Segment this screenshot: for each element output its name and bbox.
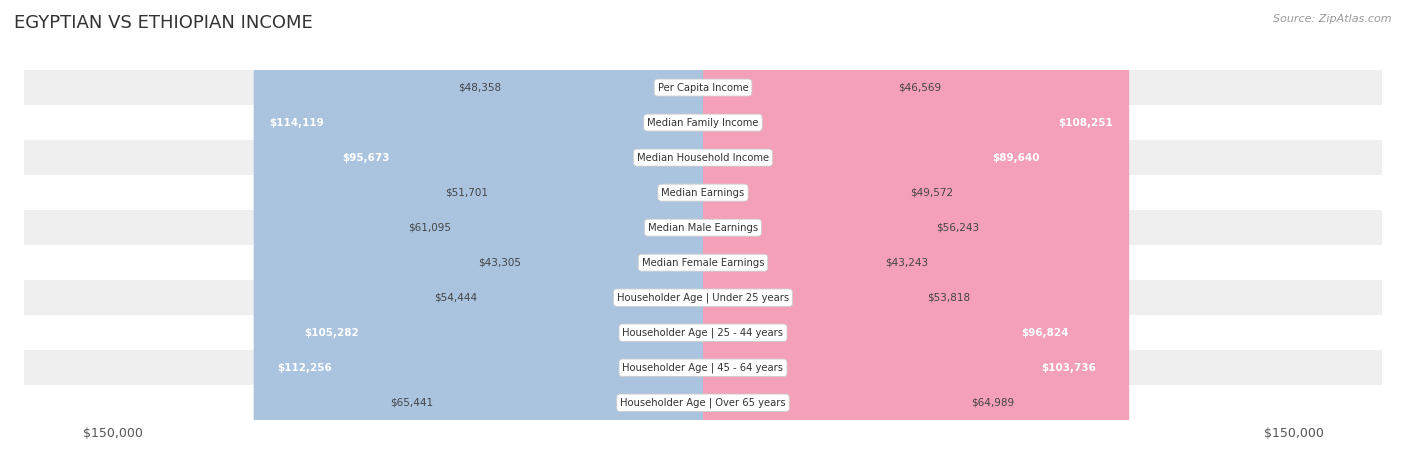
FancyBboxPatch shape	[703, 0, 925, 467]
Text: $51,701: $51,701	[444, 188, 488, 198]
Text: Householder Age | Over 65 years: Householder Age | Over 65 years	[620, 397, 786, 408]
Bar	[24, 350, 1382, 385]
FancyBboxPatch shape	[703, 0, 886, 449]
Text: Median Earnings: Median Earnings	[661, 188, 745, 198]
Text: $53,818: $53,818	[927, 293, 970, 303]
FancyBboxPatch shape	[703, 0, 898, 467]
Bar	[24, 210, 1382, 245]
Text: $64,989: $64,989	[970, 398, 1014, 408]
FancyBboxPatch shape	[513, 0, 703, 449]
FancyBboxPatch shape	[288, 0, 703, 467]
FancyBboxPatch shape	[703, 0, 1084, 467]
Bar	[24, 280, 1382, 315]
Bar	[24, 245, 1382, 280]
Text: $95,673: $95,673	[342, 153, 389, 163]
FancyBboxPatch shape	[533, 0, 703, 467]
Text: Householder Age | 45 - 64 years: Householder Age | 45 - 64 years	[623, 362, 783, 373]
Text: $61,095: $61,095	[408, 223, 451, 233]
FancyBboxPatch shape	[253, 0, 703, 467]
Bar	[24, 70, 1382, 105]
FancyBboxPatch shape	[499, 0, 703, 467]
Text: $46,569: $46,569	[898, 83, 941, 92]
Text: $112,256: $112,256	[277, 363, 332, 373]
Text: Householder Age | Under 25 years: Householder Age | Under 25 years	[617, 292, 789, 303]
Text: Householder Age | 25 - 44 years: Householder Age | 25 - 44 years	[623, 327, 783, 338]
FancyBboxPatch shape	[703, 0, 1129, 467]
Text: Source: ZipAtlas.com: Source: ZipAtlas.com	[1274, 14, 1392, 24]
Text: $48,358: $48,358	[458, 83, 501, 92]
Text: $56,243: $56,243	[936, 223, 980, 233]
Text: $54,444: $54,444	[433, 293, 477, 303]
FancyBboxPatch shape	[326, 0, 703, 467]
Text: $108,251: $108,251	[1059, 118, 1114, 127]
Text: $114,119: $114,119	[270, 118, 325, 127]
Text: Median Household Income: Median Household Income	[637, 153, 769, 163]
FancyBboxPatch shape	[703, 0, 915, 467]
Text: $105,282: $105,282	[304, 328, 359, 338]
Text: Median Female Earnings: Median Female Earnings	[641, 258, 765, 268]
Bar	[24, 315, 1382, 350]
Text: $103,736: $103,736	[1040, 363, 1095, 373]
Text: $43,243: $43,243	[884, 258, 928, 268]
Bar	[24, 175, 1382, 210]
Text: EGYPTIAN VS ETHIOPIAN INCOME: EGYPTIAN VS ETHIOPIAN INCOME	[14, 14, 312, 32]
Text: $65,441: $65,441	[391, 398, 433, 408]
Text: $49,572: $49,572	[910, 188, 953, 198]
FancyBboxPatch shape	[463, 0, 703, 467]
FancyBboxPatch shape	[703, 0, 1056, 467]
Text: $43,305: $43,305	[478, 258, 520, 268]
Bar	[24, 385, 1382, 420]
Bar	[24, 140, 1382, 175]
Text: Per Capita Income: Per Capita Income	[658, 83, 748, 92]
Text: Median Male Earnings: Median Male Earnings	[648, 223, 758, 233]
Text: $89,640: $89,640	[993, 153, 1040, 163]
FancyBboxPatch shape	[703, 0, 873, 467]
FancyBboxPatch shape	[703, 7, 1111, 467]
Text: Median Family Income: Median Family Income	[647, 118, 759, 127]
FancyBboxPatch shape	[703, 42, 959, 467]
FancyBboxPatch shape	[489, 0, 703, 467]
Text: $96,824: $96,824	[1021, 328, 1069, 338]
FancyBboxPatch shape	[262, 7, 703, 467]
Bar	[24, 105, 1382, 140]
FancyBboxPatch shape	[446, 42, 703, 467]
